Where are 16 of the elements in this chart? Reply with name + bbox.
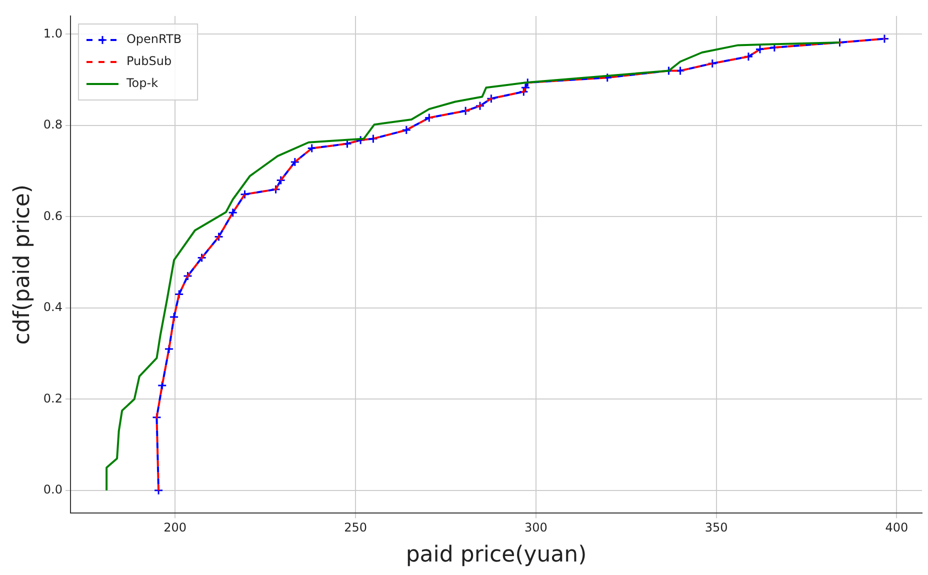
y-tick-label: 0.2 <box>43 391 62 406</box>
x-tick-label: 300 <box>524 520 548 535</box>
y-tick-label: 0.6 <box>43 208 62 223</box>
y-axis-title: cdf(paid price) <box>10 184 35 345</box>
y-tick-label: 1.0 <box>43 26 62 40</box>
x-tick-label: 200 <box>164 520 187 535</box>
legend-label: PubSub <box>126 54 172 68</box>
y-tick-label: 0.0 <box>43 482 62 497</box>
y-tick-label: 0.4 <box>43 300 62 314</box>
legend-label: Top-k <box>125 76 158 90</box>
x-tick-label: 250 <box>344 520 367 535</box>
x-tick-label: 400 <box>885 520 908 535</box>
y-tick-label: 0.8 <box>43 118 62 132</box>
x-tick-label: 350 <box>704 520 728 535</box>
legend-label: OpenRTB <box>126 32 182 46</box>
x-axis-title: paid price(yuan) <box>406 542 587 568</box>
